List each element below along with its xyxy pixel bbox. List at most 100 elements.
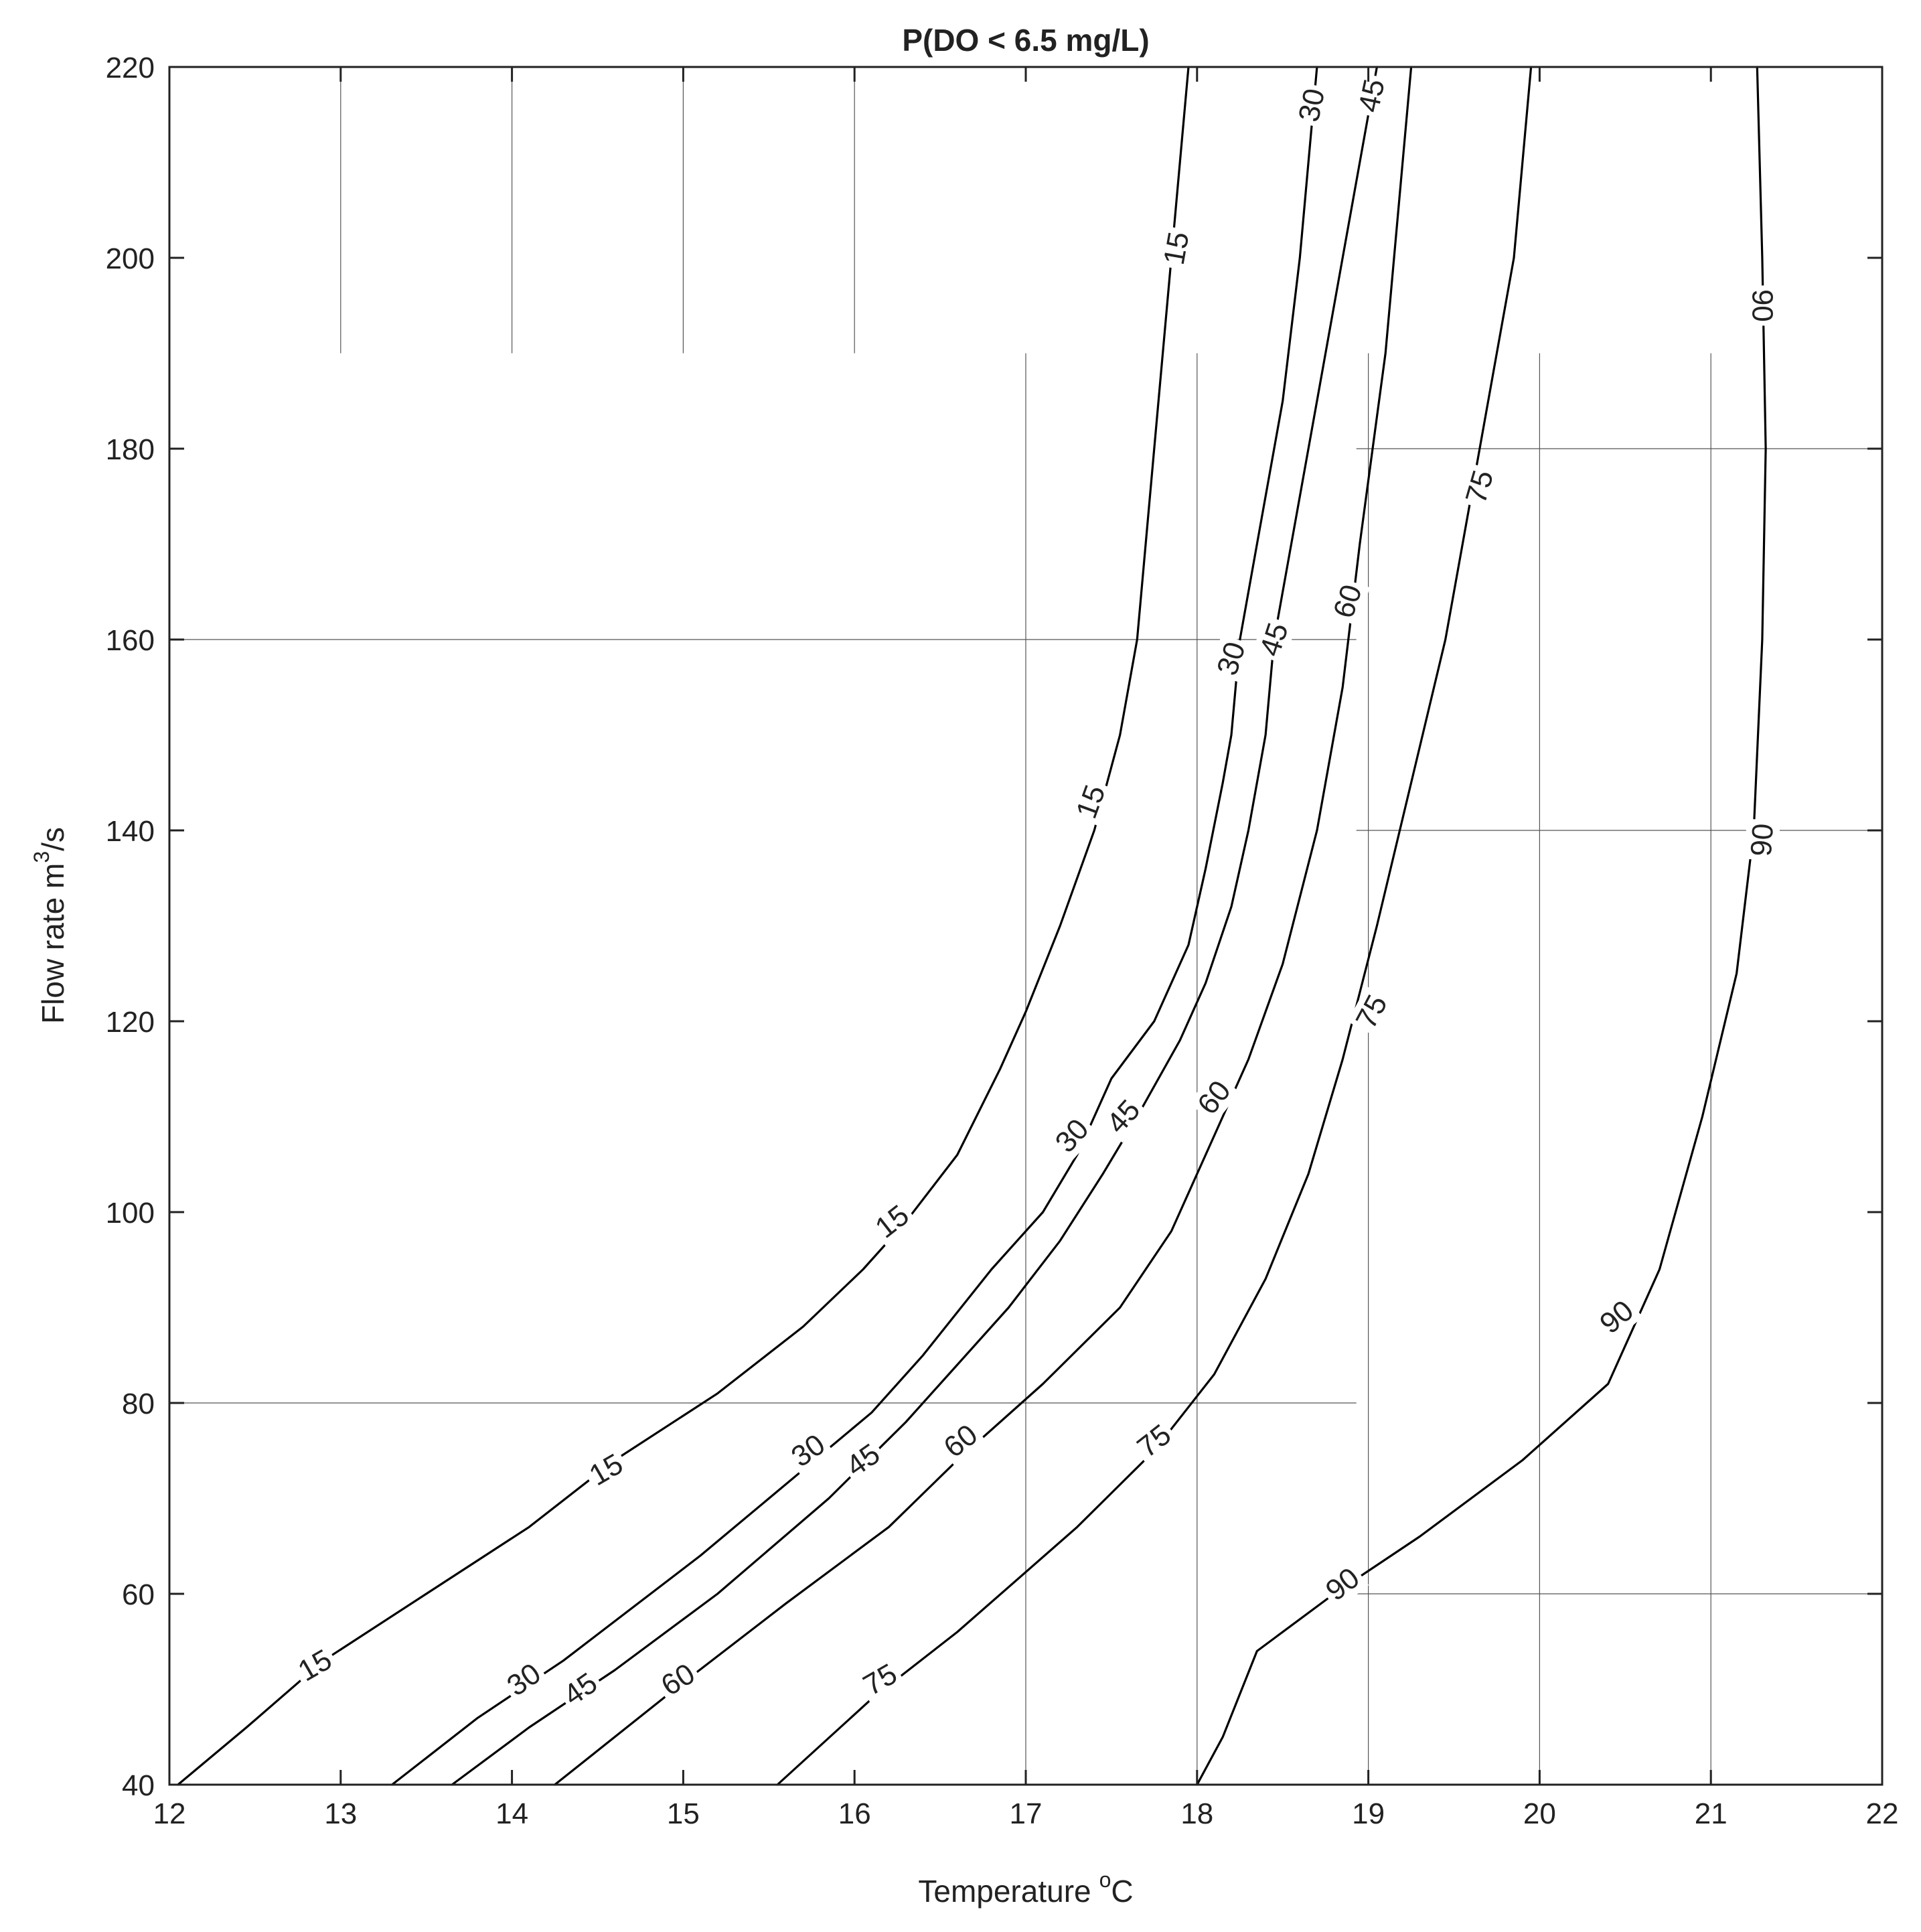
x-tick-label: 17 <box>1010 1797 1043 1830</box>
contour-label-bg <box>1347 986 1396 1038</box>
contour-label-90: 90 <box>1594 1294 1640 1340</box>
contour-label-group-75-2: 75 <box>1347 986 1396 1038</box>
contour-label-bg <box>934 1415 987 1467</box>
contour-label-group-60-1: 60 <box>934 1415 987 1467</box>
contour-label-75: 75 <box>1350 990 1394 1034</box>
x-tick-label: 22 <box>1866 1797 1899 1830</box>
contour-label-group-30-2: 30 <box>1046 1109 1098 1163</box>
contour-label-bg <box>1251 615 1296 664</box>
x-tick-label: 16 <box>838 1797 871 1830</box>
contour-label-bg <box>1188 1071 1240 1124</box>
x-tick-label: 15 <box>667 1797 700 1830</box>
contour-label-bg <box>1046 1109 1098 1163</box>
contour-label-bg <box>1744 818 1780 861</box>
contour-label-bg <box>837 1434 889 1486</box>
contour-label-group-45-1: 45 <box>837 1434 889 1486</box>
contour-label-bg <box>1128 1415 1180 1467</box>
y-axis-label: Flow rate m3/s <box>29 827 70 1024</box>
contour-label-group-45-3: 45 <box>1251 615 1296 664</box>
contour-label-30: 30 <box>501 1657 546 1702</box>
y-tick-label: 40 <box>122 1769 155 1802</box>
contour-label-45: 45 <box>840 1437 886 1483</box>
contour-label-group-60-0: 60 <box>652 1655 704 1705</box>
contour-label-group-15-4: 15 <box>1156 225 1197 271</box>
y-tick-label: 60 <box>122 1578 155 1611</box>
y-tick-label: 180 <box>106 433 155 466</box>
contour-label-bg <box>289 1641 341 1690</box>
contour-label-bg <box>866 1196 919 1248</box>
contour-label-bg <box>1291 82 1332 129</box>
contour-line-90 <box>1196 66 1767 1786</box>
contour-label-bg <box>1590 1291 1643 1343</box>
contour-label-group-60-3: 60 <box>1325 577 1370 626</box>
x-tick-label: 14 <box>495 1797 528 1830</box>
contour-label-bg <box>1458 463 1502 511</box>
contour-label-bg <box>497 1654 550 1705</box>
x-tick-label: 18 <box>1180 1797 1213 1830</box>
contour-line-15 <box>177 66 1190 1786</box>
contour-label-group-15-1: 15 <box>580 1445 632 1495</box>
contour-label-group-90-3: 90 <box>1745 285 1779 326</box>
x-axis-label-text: Temperature <box>918 1874 1091 1909</box>
contour-label-15: 15 <box>1158 229 1196 267</box>
contour-lines <box>177 66 1767 1786</box>
contour-label-45: 45 <box>1100 1094 1146 1140</box>
contour-label-15: 15 <box>869 1199 915 1245</box>
contour-label-group-30-4: 30 <box>1291 82 1332 129</box>
contour-label-90: 90 <box>1745 822 1780 857</box>
grid-lines <box>169 67 1882 1785</box>
y-tick-label: 140 <box>106 815 155 848</box>
contour-label-75: 75 <box>858 1657 903 1702</box>
contour-label-30: 30 <box>1049 1112 1095 1159</box>
axis-ticks: 12 13 14 15 16 17 18 19 20 21 22 40 60 80 100 120 140 160… <box>106 52 1899 1830</box>
contour-label-bg <box>580 1445 632 1495</box>
contour-label-90: 90 <box>1746 289 1778 322</box>
contour-label-75: 75 <box>1131 1418 1177 1465</box>
contour-line-45 <box>451 66 1378 1786</box>
contour-label-60: 60 <box>937 1418 984 1465</box>
contour-label-bg <box>1745 285 1779 326</box>
contour-label-bg <box>1351 72 1393 119</box>
contour-label-group-45-0: 45 <box>554 1663 607 1715</box>
x-tick-label: 13 <box>324 1797 357 1830</box>
contour-label-group-60-2: 60 <box>1188 1071 1240 1124</box>
contour-label-30: 30 <box>785 1428 831 1473</box>
x-axis-label: Temperature oC <box>918 1868 1133 1909</box>
contour-label-bg <box>554 1663 607 1715</box>
contour-label-45: 45 <box>1353 76 1391 115</box>
contour-label-60: 60 <box>1191 1075 1237 1121</box>
x-tick-label: 12 <box>153 1797 186 1830</box>
y-tick-label: 220 <box>106 52 155 84</box>
contour-line-30 <box>390 66 1318 1786</box>
y-axis-label-unit: /s <box>35 827 70 851</box>
contour-line-75 <box>776 66 1533 1786</box>
chart-title: P(DO < 6.5 mg/L) <box>902 23 1149 58</box>
contour-label-group-90-2: 90 <box>1744 818 1780 861</box>
contour-label-15: 15 <box>584 1447 629 1492</box>
contour-label-group-30-1: 30 <box>782 1425 835 1476</box>
contour-label-group-90-1: 90 <box>1590 1291 1643 1343</box>
contour-label-group-30-0: 30 <box>497 1654 550 1705</box>
x-tick-label: 21 <box>1695 1797 1727 1830</box>
contour-label-group-45-2: 45 <box>1097 1090 1150 1143</box>
y-axis-label-text: Flow rate m <box>35 863 70 1024</box>
contour-label-30: 30 <box>1292 86 1331 125</box>
contour-label-60: 60 <box>656 1657 700 1702</box>
contour-label-group-75-3: 75 <box>1458 463 1502 511</box>
y-tick-label: 120 <box>106 1006 155 1039</box>
y-tick-label: 100 <box>106 1197 155 1230</box>
contour-label-bg <box>652 1655 704 1705</box>
contour-label-bg <box>1097 1090 1150 1143</box>
contour-label-45: 45 <box>558 1666 603 1712</box>
contour-label-group-30-3: 30 <box>1209 634 1254 683</box>
contour-label-bg <box>1068 777 1113 827</box>
contour-labels: 1515151515303030303045454545456060606075… <box>289 72 1780 1715</box>
contour-label-bg <box>1325 577 1370 626</box>
contour-label-bg <box>1209 634 1254 683</box>
contour-label-group-45-4: 45 <box>1351 72 1393 119</box>
y-tick-label: 200 <box>106 242 155 275</box>
contour-label-group-75-0: 75 <box>854 1655 907 1704</box>
contour-label-bg <box>1156 225 1197 271</box>
x-axis-label-unit: C <box>1111 1874 1133 1909</box>
